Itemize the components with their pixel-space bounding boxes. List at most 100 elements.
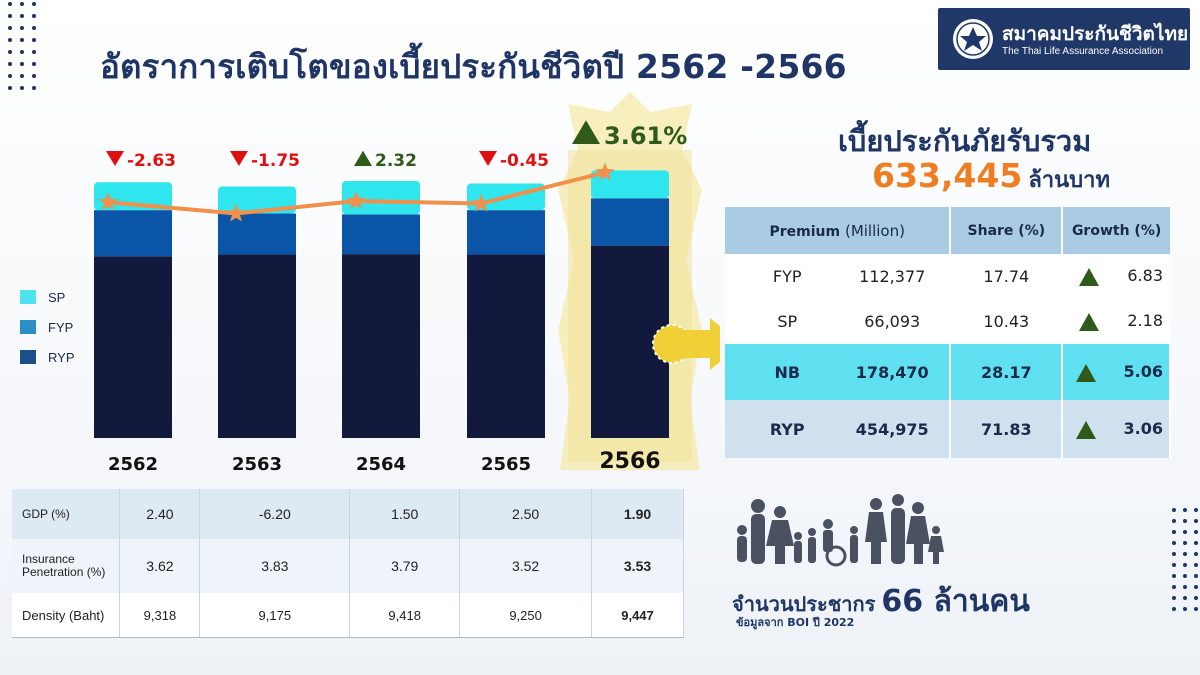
legend-label: RYP xyxy=(48,349,75,365)
x-tick-label: 2562 xyxy=(108,454,158,475)
table-row: NB 178,470 28.17 5.06 xyxy=(725,344,1171,400)
premium-table: Premium (Million) Share (%) Growth (%) F… xyxy=(725,207,1171,458)
table-cell: 9,447 xyxy=(591,593,684,638)
decorative-dot xyxy=(32,38,36,42)
legend-item-sp: SP xyxy=(20,282,75,312)
decorative-dot xyxy=(1183,596,1187,600)
premium-table-header: Premium (Million) Share (%) Growth (%) xyxy=(725,207,1170,254)
up-triangle-icon xyxy=(354,150,372,166)
decorative-dot xyxy=(32,86,36,90)
up-triangle-icon xyxy=(1075,363,1096,382)
seal-icon xyxy=(953,19,993,59)
decorative-dot xyxy=(20,62,24,66)
decorative-dot xyxy=(32,74,36,78)
row-name: NB xyxy=(774,362,801,382)
decorative-dot xyxy=(1194,541,1198,545)
row-growth-cell: 2.18 xyxy=(1062,298,1171,344)
table-cell: 2.50 xyxy=(459,489,593,539)
header-share: Share (%) xyxy=(950,207,1064,254)
legend-swatch-fyp xyxy=(20,320,36,334)
family-silhouette-icon xyxy=(737,494,944,567)
row-label: GDP (%) xyxy=(12,489,121,539)
table-cell: 9,250 xyxy=(459,593,593,638)
row-growth: 2.18 xyxy=(1127,311,1163,331)
x-tick-label: 2566 xyxy=(599,449,660,474)
decorative-dot xyxy=(1183,585,1187,589)
decorative-dot xyxy=(1183,563,1187,567)
table-cell: 3.62 xyxy=(119,539,201,593)
table-row: RYP 454,975 71.83 3.06 xyxy=(725,400,1171,458)
total-premium: 633,445 ล้านบาท xyxy=(872,156,1110,197)
growth-label: 2.32 xyxy=(375,151,417,171)
decorative-dot xyxy=(1172,585,1176,589)
decorative-dot xyxy=(1183,552,1187,556)
table-cell: 1.50 xyxy=(349,489,461,539)
header-premium: Premium (Million) xyxy=(725,207,952,254)
table-cell: 1.90 xyxy=(591,489,684,539)
decorative-dot xyxy=(1172,519,1176,523)
table-cell: 3.53 xyxy=(591,539,684,593)
decorative-dot xyxy=(1183,508,1187,512)
decorative-dot xyxy=(1194,607,1198,611)
decorative-dot xyxy=(32,2,36,6)
trend-star-marker xyxy=(346,190,366,210)
row-label: Insurance Penetration (%) xyxy=(12,539,121,593)
row-cell: RYP 454,975 xyxy=(725,400,952,458)
decorative-dot xyxy=(1194,530,1198,534)
decorative-dot xyxy=(1172,508,1176,512)
decorative-dot xyxy=(1194,508,1198,512)
logo-name-thai: สมาคมประกันชีวิตไทย xyxy=(1002,23,1189,45)
table-row: Insurance Penetration (%) 3.62 3.83 3.79 … xyxy=(12,539,684,593)
total-premium-title: เบี้ยประกันภัยรับรวม xyxy=(838,124,1092,158)
total-premium-value: 633,445 xyxy=(872,156,1023,195)
down-triangle-icon xyxy=(106,151,124,166)
bar-segment-fyp-2563 xyxy=(218,213,296,255)
decorative-dot xyxy=(32,26,36,30)
bar-segment-ryp-2564 xyxy=(342,254,420,438)
decorative-dot xyxy=(1194,519,1198,523)
row-label: Density (Baht) xyxy=(12,593,121,638)
row-growth: 6.83 xyxy=(1127,266,1163,286)
bar-segment-sp-2564 xyxy=(342,180,420,215)
table-cell: 3.52 xyxy=(459,539,593,593)
row-growth: 5.06 xyxy=(1123,362,1163,382)
decorative-dot xyxy=(1194,574,1198,578)
legend-item-fyp: FYP xyxy=(20,312,75,342)
row-premium: 178,470 xyxy=(855,362,929,382)
chart-legend: SP FYP RYP xyxy=(20,282,75,372)
header-growth: Growth (%) xyxy=(1062,207,1170,254)
table-cell: 3.83 xyxy=(199,539,351,593)
row-growth: 3.06 xyxy=(1123,419,1163,439)
decorative-dot xyxy=(1172,563,1176,567)
trend-star-marker xyxy=(226,203,246,222)
decorative-dot xyxy=(1172,574,1176,578)
decorative-dot xyxy=(1183,541,1187,545)
growth-label: -0.45 xyxy=(500,151,549,171)
table-row: GDP (%) 2.40 -6.20 1.50 2.50 1.90 xyxy=(12,489,684,539)
total-premium-unit: ล้านบาท xyxy=(1028,168,1111,193)
growth-label: 3.61% xyxy=(604,122,687,150)
table-cell: 3.79 xyxy=(349,539,461,593)
table-row: FYP 112,377 17.74 6.83 xyxy=(725,254,1171,298)
decorative-dot xyxy=(8,14,12,18)
row-name: RYP xyxy=(769,419,805,439)
decorative-dot xyxy=(20,74,24,78)
x-tick-label: 2563 xyxy=(232,454,282,475)
page-title: อัตราการเติบโตของเบี้ยประกันชีวิตปี 2562… xyxy=(100,47,847,86)
bar-segment-ryp-2563 xyxy=(218,254,296,438)
growth-label: -2.63 xyxy=(127,151,176,171)
trend-star-marker xyxy=(98,192,118,211)
down-triangle-icon xyxy=(479,151,497,166)
row-growth-cell: 6.83 xyxy=(1062,254,1171,298)
decorative-dot xyxy=(8,62,12,66)
header-premium-label: Premium xyxy=(769,223,841,240)
decorative-dot xyxy=(8,50,12,54)
row-share: 28.17 xyxy=(950,344,1064,400)
legend-swatch-ryp xyxy=(20,350,36,364)
decorative-dot xyxy=(1183,607,1187,611)
decorative-dot xyxy=(1183,530,1187,534)
up-triangle-icon xyxy=(1079,267,1100,286)
row-name: FYP xyxy=(772,266,802,286)
arrow-right-icon xyxy=(662,318,720,370)
decorative-dot xyxy=(1172,607,1176,611)
